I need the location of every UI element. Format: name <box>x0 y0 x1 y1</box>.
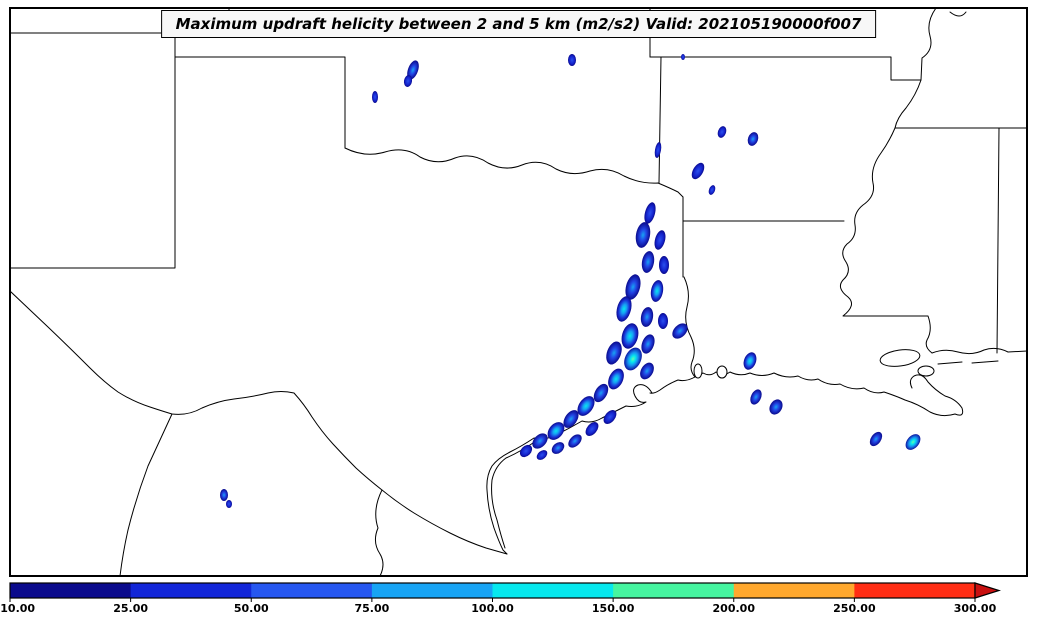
sabine-lake <box>693 363 703 379</box>
helicity-blob <box>869 431 883 447</box>
border-missouri-arkansas <box>649 56 922 81</box>
helicity-blob <box>407 60 419 80</box>
rio-grande-border <box>10 290 508 555</box>
map-frame <box>9 7 1028 577</box>
helicity-blob <box>532 433 548 449</box>
lake-borgne <box>917 365 935 377</box>
helicity-blob <box>577 396 595 416</box>
colorbar-segment <box>10 583 132 598</box>
helicity-blob <box>547 422 565 440</box>
helicity-blob <box>593 383 609 403</box>
border-tennessee-mississippi-alabama <box>894 11 1027 354</box>
helicity-blob <box>625 274 641 300</box>
helicity-blob <box>747 132 759 146</box>
map-borders-layer <box>10 8 1027 576</box>
helicity-blob <box>640 362 654 380</box>
colorbar-tick-label: 300.00 <box>953 602 997 615</box>
helicity-blob <box>654 230 666 250</box>
helicity-blob <box>220 489 228 501</box>
helicity-blob <box>691 162 705 180</box>
colorbar-segment <box>130 583 252 598</box>
colorbar-segment <box>251 583 373 598</box>
helicity-blob <box>568 54 576 66</box>
colorbar-tick-label: 50.00 <box>233 602 269 615</box>
colorbar-tick-label: 25.00 <box>113 602 149 615</box>
helicity-blob <box>624 347 642 371</box>
helicity-blob <box>654 142 662 158</box>
helicity-blob <box>672 323 688 339</box>
helicity-blob <box>769 399 783 415</box>
colorbar-segment <box>854 583 976 598</box>
helicity-blob <box>650 280 664 302</box>
helicity-blob <box>743 352 757 370</box>
border-red-river <box>344 147 684 198</box>
gulf-coast-east <box>931 347 1027 365</box>
helicity-blob <box>568 434 582 448</box>
helicity-blob <box>616 296 632 322</box>
colorbar-tick-label: 10.00 <box>0 602 36 615</box>
helicity-blob <box>640 307 654 327</box>
colorbar-tick-label: 100.00 <box>471 602 514 615</box>
colorbar-tick-label: 150.00 <box>591 602 635 615</box>
helicity-blob <box>717 126 727 138</box>
helicity-blob <box>606 341 622 365</box>
mexico-state-borders <box>119 413 384 576</box>
colorbar-tickmarks <box>9 598 976 602</box>
mississippi-river-border <box>839 8 937 354</box>
helicity-blob <box>603 410 617 424</box>
colorbar-segment <box>733 583 855 598</box>
colorbar-segment <box>492 583 614 598</box>
border-texas-east <box>682 196 845 378</box>
helicity-blob <box>551 442 565 454</box>
helicity-blob <box>608 368 624 390</box>
colorbar-tick-label: 250.00 <box>833 602 876 615</box>
helicity-blob <box>750 389 762 405</box>
helicity-blob <box>621 323 639 349</box>
colorbar-tick-label: 75.00 <box>354 602 390 615</box>
helicity-blob <box>585 422 599 436</box>
colorbar-segment <box>371 583 494 598</box>
colorbar-segment <box>613 583 735 598</box>
helicity-blob <box>403 75 413 87</box>
map-plot-background <box>10 8 1027 576</box>
texas-coast <box>486 376 696 555</box>
barrier-islands <box>491 440 537 549</box>
helicity-blob <box>708 185 716 195</box>
helicity-blob <box>905 434 921 450</box>
calcasieu-lake <box>716 365 728 379</box>
louisiana-coast <box>694 371 964 417</box>
helicity-blob <box>226 500 232 508</box>
helicity-blob <box>641 334 655 354</box>
helicity-blob <box>536 450 548 460</box>
helicity-blob <box>563 410 579 428</box>
colorbar-segments <box>10 583 976 598</box>
helicity-blob <box>519 444 533 458</box>
colorbar-over-arrow <box>974 582 1002 599</box>
lake-pontchartrain <box>879 349 921 367</box>
helicity-blob <box>659 256 669 274</box>
helicity-blob <box>372 91 378 103</box>
helicity-blobs-layer <box>220 54 921 508</box>
helicity-blob <box>635 222 651 248</box>
helicity-blob <box>641 251 655 273</box>
helicity-blob <box>644 202 656 224</box>
colorbar-tick-label: 200.00 <box>712 602 755 615</box>
plot-title-box: Maximum updraft helicity between 2 and 5… <box>160 10 877 38</box>
helicity-blob <box>658 313 668 329</box>
colorbar-tick-labels: 10.00 25.00 50.00 75.00 100.00 150.00 200.00 25… <box>0 602 1037 622</box>
helicity-blob <box>681 54 685 60</box>
plot-title: Maximum updraft helicity between 2 and 5… <box>175 15 862 33</box>
